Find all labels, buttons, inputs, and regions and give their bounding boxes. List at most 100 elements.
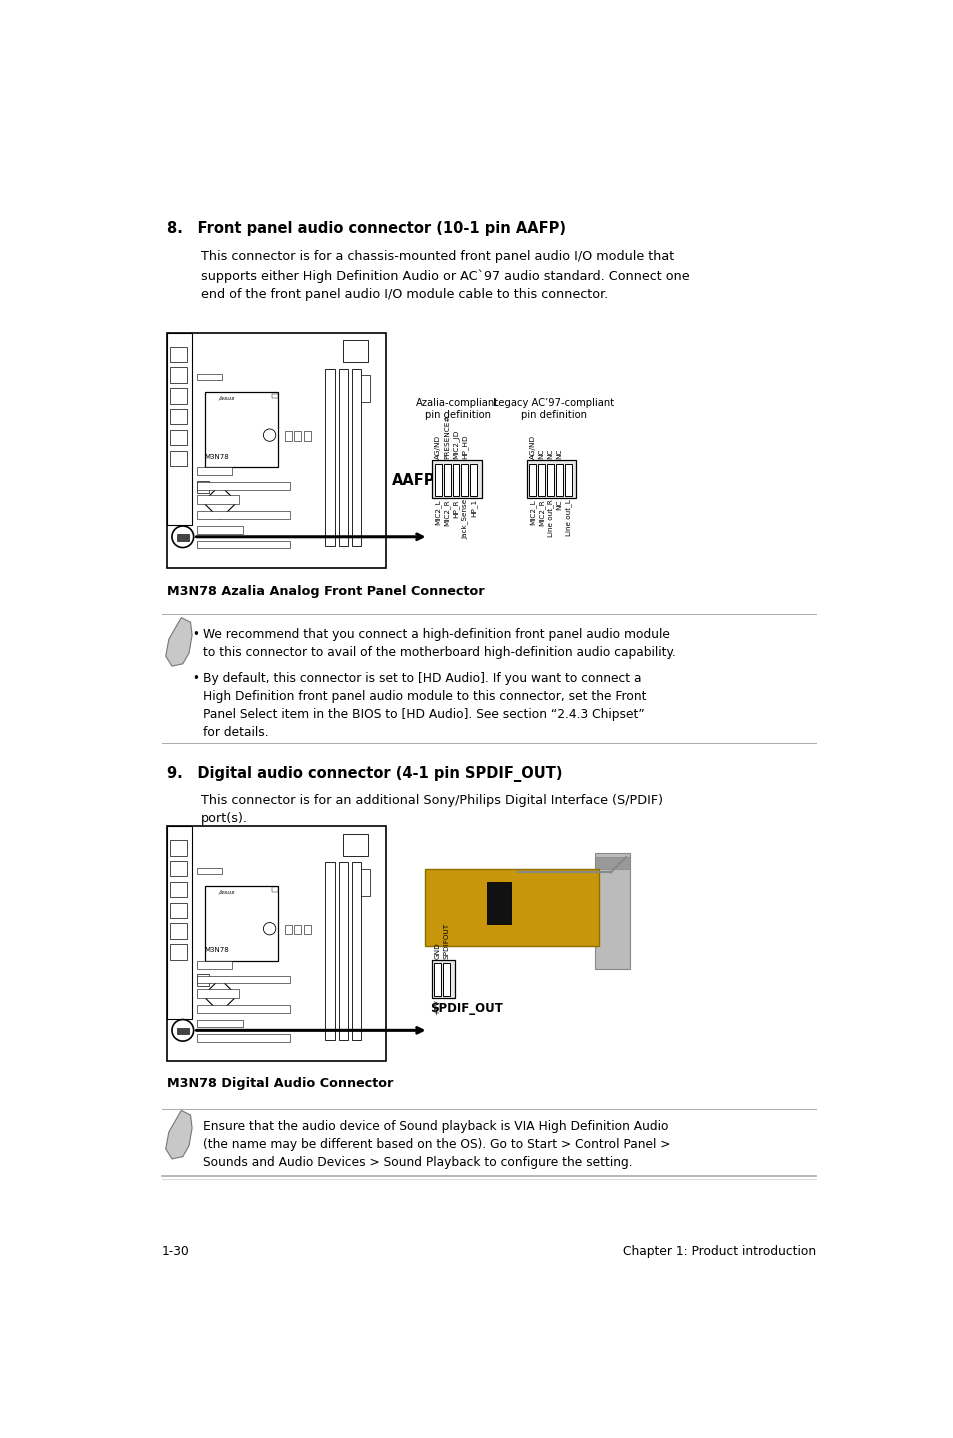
- Bar: [171, 881, 187, 897]
- Bar: [529, 463, 536, 496]
- Text: M3N78 Digital Audio Connector: M3N78 Digital Audio Connector: [167, 1077, 394, 1090]
- Bar: [360, 869, 370, 896]
- FancyBboxPatch shape: [595, 853, 629, 969]
- Bar: [196, 1034, 290, 1043]
- Text: MIC2_R: MIC2_R: [537, 499, 544, 526]
- Bar: [204, 393, 278, 467]
- Text: +5V: +5V: [434, 999, 440, 1015]
- Bar: [294, 431, 301, 440]
- Text: •: •: [192, 673, 199, 686]
- Bar: [360, 375, 370, 403]
- Bar: [338, 370, 348, 546]
- Text: Azalia-compliant
pin definition: Azalia-compliant pin definition: [416, 398, 499, 420]
- Text: 9. Digital audio connector (4-1 pin SPDIF_OUT): 9. Digital audio connector (4-1 pin SPDI…: [167, 766, 562, 782]
- Bar: [461, 463, 468, 496]
- Circle shape: [263, 923, 275, 935]
- Text: Line out_L: Line out_L: [564, 499, 571, 536]
- Bar: [196, 975, 290, 984]
- Bar: [196, 869, 221, 874]
- Bar: [196, 989, 239, 998]
- Bar: [167, 827, 385, 1061]
- Polygon shape: [166, 1110, 192, 1159]
- Text: We recommend that you connect a high-definition front panel audio module
to this: We recommend that you connect a high-def…: [203, 627, 675, 659]
- Text: NC: NC: [547, 449, 553, 459]
- Bar: [196, 961, 232, 969]
- Text: MIC2_L: MIC2_L: [435, 499, 441, 525]
- Text: Legacy AC’97-compliant
pin definition: Legacy AC’97-compliant pin definition: [493, 398, 614, 420]
- Text: GND: GND: [434, 942, 440, 959]
- Text: Chapter 1: Product introduction: Chapter 1: Product introduction: [622, 1245, 815, 1258]
- Bar: [537, 463, 544, 496]
- Bar: [352, 370, 360, 546]
- Circle shape: [172, 1020, 193, 1041]
- Text: AG/ND: AG/ND: [529, 434, 536, 459]
- Bar: [171, 430, 187, 446]
- Text: /asus: /asus: [218, 395, 234, 401]
- Bar: [171, 903, 187, 917]
- Text: NC: NC: [556, 499, 562, 509]
- Bar: [285, 431, 292, 440]
- Bar: [196, 541, 290, 548]
- Bar: [303, 431, 311, 440]
- Text: HP_1: HP_1: [470, 499, 476, 518]
- Bar: [338, 863, 348, 1040]
- Bar: [595, 857, 629, 869]
- Text: 8. Front panel audio connector (10-1 pin AAFP): 8. Front panel audio connector (10-1 pin…: [167, 221, 566, 236]
- Bar: [443, 463, 450, 496]
- Bar: [303, 925, 311, 935]
- Bar: [171, 367, 187, 383]
- Bar: [556, 463, 562, 496]
- Text: MIC2_JD: MIC2_JD: [452, 430, 459, 459]
- Text: AAFP: AAFP: [392, 473, 436, 487]
- Bar: [196, 374, 221, 381]
- Bar: [443, 963, 450, 995]
- Bar: [196, 1005, 290, 1012]
- Text: PRESENCE#: PRESENCE#: [443, 414, 450, 459]
- Text: 1-30: 1-30: [162, 1245, 190, 1258]
- Bar: [196, 512, 290, 519]
- Bar: [196, 495, 239, 505]
- Bar: [167, 332, 192, 525]
- Bar: [171, 861, 187, 876]
- Bar: [196, 974, 209, 986]
- Bar: [167, 332, 385, 568]
- Text: AG/ND: AG/ND: [435, 434, 440, 459]
- Text: Line out_R: Line out_R: [547, 499, 554, 536]
- Bar: [167, 827, 192, 1018]
- Bar: [196, 467, 232, 475]
- Bar: [171, 347, 187, 362]
- Bar: [171, 923, 187, 939]
- Bar: [176, 1028, 189, 1034]
- Bar: [546, 463, 554, 496]
- Text: •: •: [192, 627, 199, 641]
- Bar: [176, 535, 189, 541]
- Bar: [171, 450, 187, 466]
- Bar: [285, 925, 292, 935]
- Bar: [564, 463, 571, 496]
- Bar: [486, 881, 511, 925]
- Bar: [196, 526, 243, 533]
- Circle shape: [172, 526, 193, 548]
- FancyBboxPatch shape: [431, 959, 455, 998]
- Bar: [435, 463, 441, 496]
- Text: This connector is for an additional Sony/Philips Digital Interface (S/PDIF)
port: This connector is for an additional Sony…: [200, 794, 662, 825]
- Text: M3N78: M3N78: [204, 948, 229, 953]
- Bar: [196, 1020, 243, 1027]
- Text: MIC2_L: MIC2_L: [529, 499, 536, 525]
- Bar: [470, 463, 476, 496]
- Bar: [424, 869, 598, 946]
- Polygon shape: [203, 979, 236, 1012]
- Text: This connector is for a chassis-mounted front panel audio I/O module that
suppor: This connector is for a chassis-mounted …: [200, 250, 688, 301]
- Bar: [352, 863, 360, 1040]
- Bar: [294, 925, 301, 935]
- Text: By default, this connector is set to [HD Audio]. If you want to connect a
High D: By default, this connector is set to [HD…: [203, 673, 646, 739]
- Text: HP_HD: HP_HD: [461, 434, 468, 459]
- Bar: [196, 480, 209, 493]
- Bar: [204, 886, 278, 961]
- Bar: [434, 963, 440, 995]
- FancyBboxPatch shape: [526, 460, 576, 499]
- Bar: [343, 341, 368, 362]
- Text: NC: NC: [538, 449, 544, 459]
- Bar: [171, 945, 187, 959]
- Text: HP_R: HP_R: [452, 499, 459, 518]
